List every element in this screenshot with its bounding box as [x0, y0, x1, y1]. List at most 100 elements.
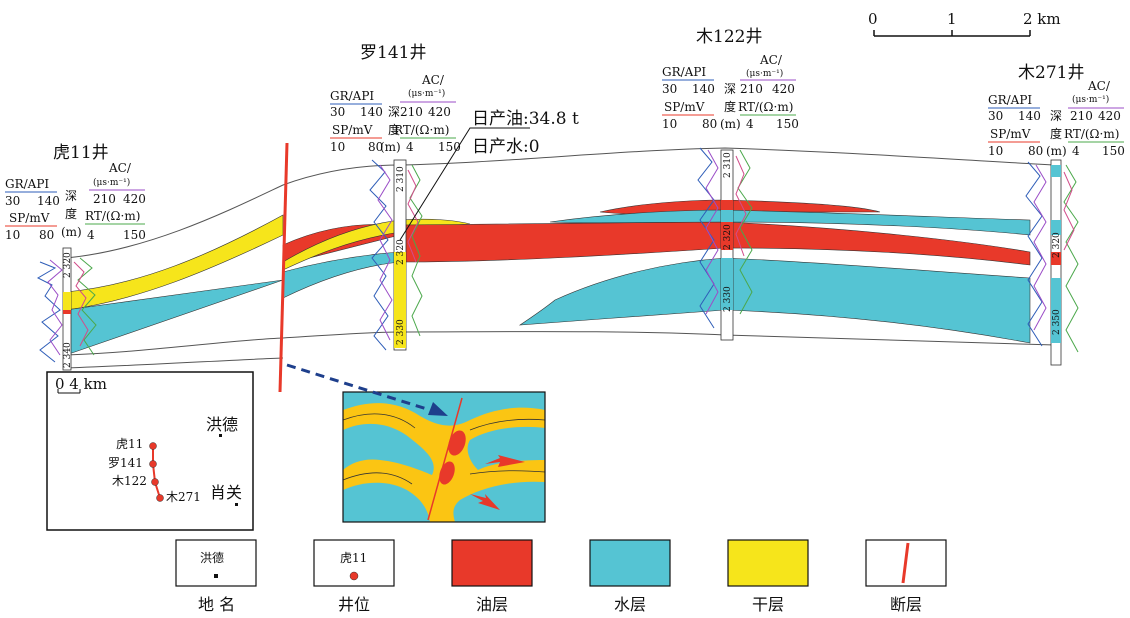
gr-max: 140 [37, 194, 60, 208]
depth-char-2: 度 [724, 99, 736, 114]
ac-label: AC/ [1087, 79, 1111, 93]
depth-unit: (m) [61, 225, 82, 239]
callout-arrow [286, 363, 448, 416]
rt-min: 4 [746, 117, 754, 131]
well-name: 木271井 [1018, 63, 1084, 83]
depth-labels: 2 320 2 340 2 310 2 320 2 330 2 310 2 32… [63, 152, 1062, 368]
well-header-1: 虎11井 GR/API 30 140 SP/mV 10 80 深 度 (m) A… [5, 143, 146, 242]
gr-min: 30 [330, 105, 345, 119]
rt-max: 150 [776, 117, 799, 131]
gr-max: 140 [692, 82, 715, 96]
map-well-label: 罗141 [108, 456, 143, 470]
gr-label: GR/API [330, 89, 374, 103]
ac-max: 420 [428, 105, 451, 119]
depth-label: 2 320 [63, 252, 73, 278]
legend-swatch-dry [727, 539, 809, 587]
strata [65, 147, 1056, 369]
rt-min: 4 [406, 140, 414, 154]
production-annotation: 日产油:34.8 t 日产水:0 [399, 109, 579, 241]
water-layer-lower [518, 257, 1031, 344]
depth-unit: (m) [720, 117, 741, 131]
depth-label: 2 340 [63, 342, 73, 368]
well-name: 虎11井 [53, 143, 109, 163]
gr-min: 30 [662, 82, 677, 96]
scale-tick-0: 0 [868, 10, 878, 28]
ac-unit: (μs·m⁻¹) [408, 88, 445, 99]
town-label: 肖关 [210, 483, 242, 502]
inset-map: 0 4 km 洪德 肖关 虎11 罗141 木122 木271 [46, 371, 254, 531]
ac-unit: (μs·m⁻¹) [93, 177, 130, 188]
sp-min: 10 [330, 140, 345, 154]
sp-label: SP/mV [990, 127, 1031, 141]
legend-sample-town: 洪德 [200, 550, 224, 565]
sp-max: 80 [702, 117, 717, 131]
ac-unit: (μs·m⁻¹) [1072, 94, 1109, 105]
scale-tick-1: 1 [947, 10, 957, 28]
sp-label: SP/mV [664, 100, 705, 114]
gr-label: GR/API [5, 177, 49, 191]
gr-max: 140 [1018, 109, 1041, 123]
ac-label: AC/ [108, 161, 132, 175]
legend-sample-well: 虎11 [340, 551, 367, 565]
depth-label: 2 320 [723, 224, 733, 250]
depth-char-2: 度 [65, 206, 77, 221]
gr-max: 140 [360, 105, 383, 119]
inset-scale-label: 0 4 km [55, 375, 107, 393]
sp-label: SP/mV [332, 123, 373, 137]
rt-min: 4 [87, 228, 95, 242]
ac-min: 210 [400, 105, 423, 119]
depth-char-1: 深 [65, 189, 77, 203]
ac-label: AC/ [759, 53, 783, 67]
legend-swatch-water [589, 539, 671, 587]
well-header-3: 木122井 GR/API 30 140 SP/mV 10 80 深 度 (m) … [662, 27, 799, 131]
rt-max: 150 [1102, 144, 1125, 158]
legend: 洪德 地 名 虎11 井位 油层 水层 干层 断层 [175, 539, 947, 614]
sp-min: 10 [988, 144, 1003, 158]
ac-unit: (μs·m⁻¹) [746, 68, 783, 79]
ac-min: 210 [93, 192, 116, 206]
depth-label: 2 320 [396, 239, 406, 265]
depth-label: 2 350 [1052, 309, 1062, 335]
scale-bar: 0 1 2 km [868, 10, 1061, 37]
legend-label-dry: 干层 [752, 595, 784, 614]
sp-min: 10 [5, 228, 20, 242]
rt-label: RT/(Ω·m) [738, 100, 793, 114]
sp-min: 10 [662, 117, 677, 131]
ac-max: 420 [1098, 109, 1121, 123]
well-column-2 [369, 159, 423, 351]
rt-min: 4 [1072, 144, 1080, 158]
depth-label: 2 310 [723, 152, 733, 178]
depth-unit: (m) [1046, 144, 1067, 158]
ac-min: 210 [740, 82, 763, 96]
well-column-3 [697, 147, 753, 341]
depth-char-1: 深 [1050, 109, 1062, 123]
legend-label-water: 水层 [614, 595, 646, 614]
depth-char-1: 深 [724, 82, 736, 96]
fault-detail-inset [342, 391, 546, 523]
legend-swatch-oil [451, 539, 533, 587]
fault-line [278, 142, 289, 393]
ac-label: AC/ [421, 73, 445, 87]
depth-label: 2 320 [1052, 232, 1062, 258]
gr-label: GR/API [662, 65, 706, 79]
sp-max: 80 [1028, 144, 1043, 158]
legend-label-well: 井位 [338, 595, 370, 614]
depth-label: 2 330 [723, 286, 733, 312]
map-well-label: 木122 [112, 474, 147, 488]
rt-label: RT/(Ω·m) [394, 123, 449, 137]
gr-label: GR/API [988, 93, 1032, 107]
rt-label: RT/(Ω·m) [85, 209, 140, 223]
scale-tick-2: 2 km [1023, 10, 1061, 28]
well-column-1 [36, 247, 97, 371]
legend-label-place: 地 名 [198, 595, 235, 614]
depth-char-1: 深 [388, 105, 400, 119]
legend-label-oil: 油层 [476, 595, 508, 614]
well-header-2: 罗141井 GR/API 30 140 SP/mV 10 80 深 度 (m) … [330, 43, 461, 154]
sp-max: 80 [39, 228, 54, 242]
oil-production: 日产油:34.8 t [472, 109, 579, 129]
rt-label: RT/(Ω·m) [1064, 127, 1119, 141]
well-name: 木122井 [696, 27, 762, 47]
well-column-4 [1025, 159, 1079, 366]
water-production: 日产水:0 [472, 137, 540, 157]
